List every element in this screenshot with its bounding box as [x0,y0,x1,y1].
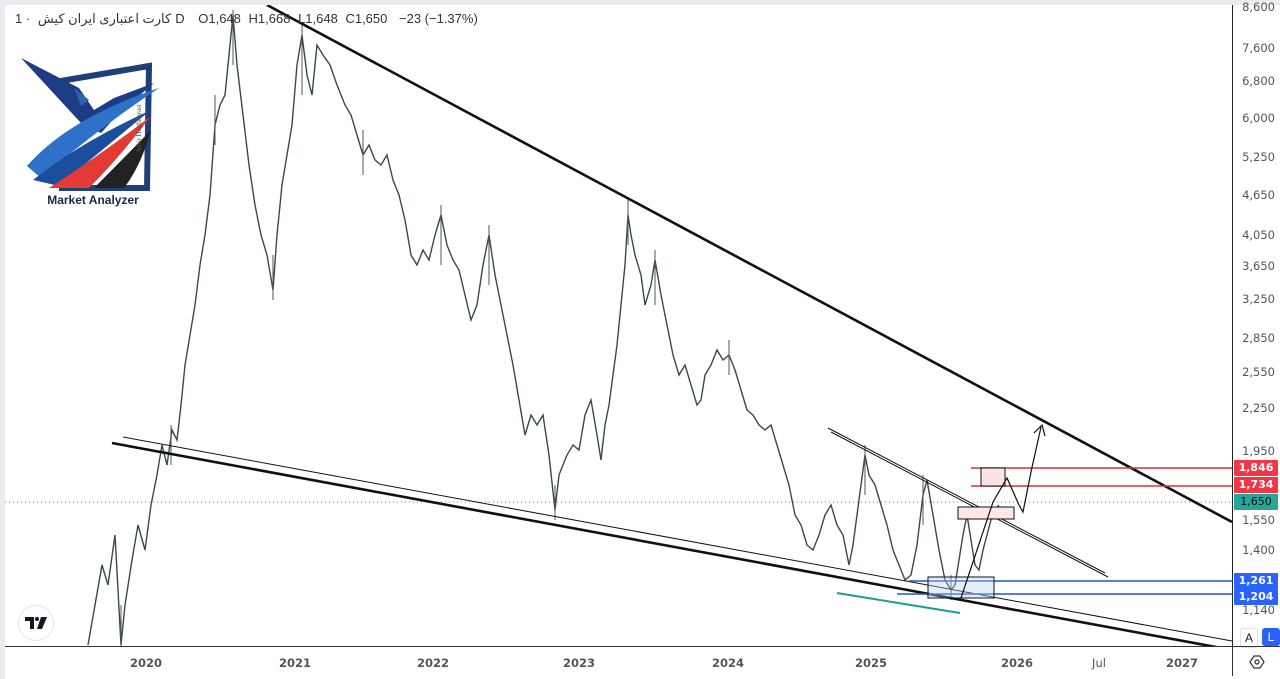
chart-settings-corner[interactable] [1232,646,1280,676]
teal-divergence-line [836,592,961,614]
price-tick: 2,550 [1242,365,1275,379]
price-series [87,14,1000,646]
price-label-1261: 1,261 [1234,573,1278,589]
resistance-zone-box [980,467,1006,487]
time-tick: 2024 [711,656,745,670]
tradingview-icon [25,617,47,629]
price-tick: 3,650 [1242,259,1275,273]
price-tick: 1,950 [1242,444,1275,458]
time-tick: 2023 [562,656,596,670]
lower-wedge-trendline-inner [122,436,1232,642]
price-tick: 3,250 [1242,292,1275,306]
time-tick: Jul [1092,656,1106,670]
candlestick-chart[interactable] [5,5,1232,646]
time-tick: 2021 [278,656,312,670]
time-tick: 2025 [854,656,888,670]
lower-wedge-trendline [111,441,1218,646]
chart-plot-area[interactable]: کارت اعتباری ایران کیش · 1D O1,648 H1,66… [5,5,1232,646]
symbol-legend[interactable]: کارت اعتباری ایران کیش · 1D O1,648 H1,66… [15,11,482,27]
auto-scale-button[interactable]: A [1240,628,1258,648]
price-label-1846: 1,846 [1234,460,1278,476]
time-tick: 2027 [1165,656,1199,670]
chart-window: کارت اعتباری ایران کیش · 1D O1,648 H1,66… [5,0,1280,679]
last-price-label: 1,650 [1234,494,1278,510]
time-tick: 2022 [416,656,450,670]
legend-separator: · [25,11,31,26]
market-analyzer-logo: Amir HaghParast Market Analyzer [19,48,167,208]
projected-path-arrow [960,426,1042,599]
price-label-1734: 1,734 [1234,477,1278,493]
svg-text:Amir HaghParast: Amir HaghParast [135,104,143,153]
interval-label[interactable]: 1D [15,11,185,26]
price-tick: 1,140 [1242,603,1275,617]
time-tick: 2026 [1000,656,1034,670]
tradingview-logo[interactable] [18,605,54,641]
upper-wedge-trendline [266,5,1232,524]
arrow-head-icon [1033,423,1046,437]
price-tick: 6,000 [1242,111,1275,125]
price-tick: 4,050 [1242,228,1275,242]
price-axis[interactable]: 8,600 7,600 6,800 6,000 5,250 4,650 4,05… [1232,0,1280,646]
price-tick: 1,550 [1242,513,1275,527]
open-value: O1,648 [198,11,241,26]
time-axis[interactable]: 2020 2021 2022 2023 2024 2025 2026 Jul 2… [5,646,1232,676]
price-tick: 2,250 [1242,401,1275,415]
logo-text: Market Analyzer [47,193,139,207]
log-scale-button[interactable]: L [1262,628,1280,646]
high-value: H1,668 [248,11,291,26]
low-value: L1,648 [298,11,338,26]
time-tick: 2020 [129,656,163,670]
candle-wicks [120,10,952,646]
close-value: C1,650 [345,11,388,26]
eagle-logo-icon: Amir HaghParast Market Analyzer [21,58,159,207]
price-tick: 6,800 [1242,74,1275,88]
price-tick: 4,650 [1242,188,1275,202]
price-tick: 2,850 [1242,331,1275,345]
price-tick: 5,250 [1242,150,1275,164]
minor-channel-line-a [827,427,1106,574]
settings-gear-icon[interactable] [1249,654,1265,670]
support-zone-box [927,576,995,599]
minor-channel-line-b [830,431,1109,578]
price-tick: 8,600 [1242,0,1275,14]
retest-zone-box [957,506,1015,520]
symbol-name[interactable]: کارت اعتباری ایران کیش [37,11,172,26]
price-tick: 1,400 [1242,543,1275,557]
change-value: −23 (−1.37%) [399,11,478,26]
price-label-1204: 1,204 [1234,589,1278,605]
price-tick: 7,600 [1242,41,1275,55]
